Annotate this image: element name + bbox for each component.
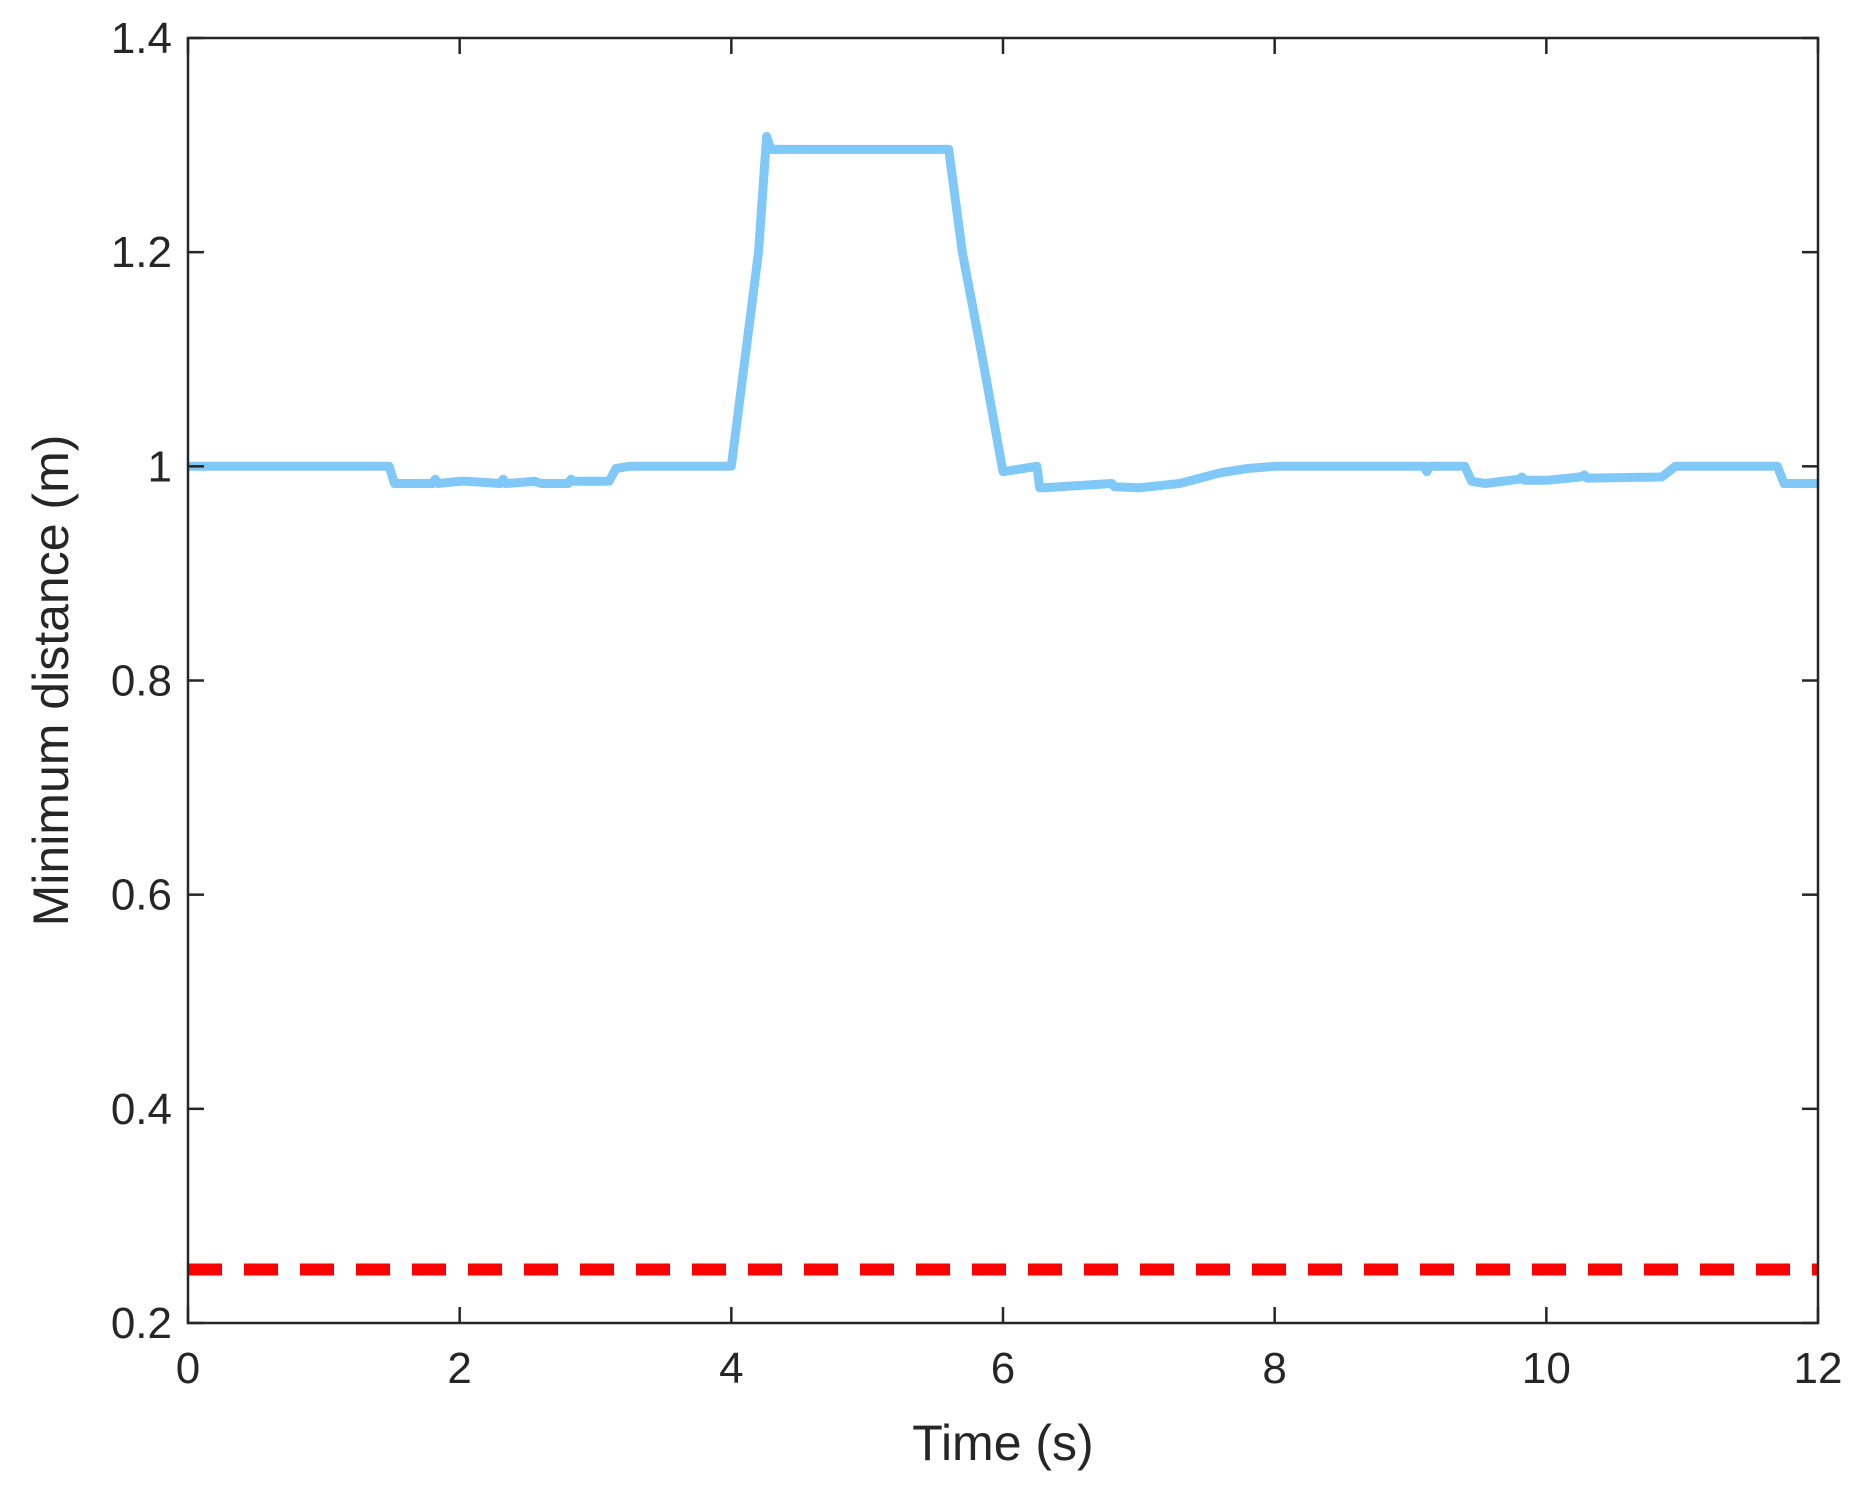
x-tick-label: 2 — [447, 1344, 471, 1393]
labels-layer: Time (s) Minimum distance (m) — [23, 435, 1094, 1471]
y-tick-label: 0.2 — [111, 1299, 172, 1348]
x-tick-label: 4 — [719, 1344, 743, 1393]
x-axis-label: Time (s) — [912, 1415, 1093, 1471]
plot-area — [188, 38, 1818, 1323]
y-tick-label: 1 — [148, 442, 172, 491]
x-tick-label: 12 — [1794, 1344, 1843, 1393]
x-tick-label: 6 — [991, 1344, 1015, 1393]
y-tick-label: 0.6 — [111, 871, 172, 920]
series-layer — [188, 132, 1818, 1276]
x-tick-label: 10 — [1522, 1344, 1571, 1393]
y-tick-label: 0.4 — [111, 1085, 172, 1134]
distance-series-line — [188, 132, 1818, 493]
axes-layer: 0 2 4 6 8 10 12 0.2 0.4 0.6 0.8 1 1.2 1.4 — [111, 14, 1843, 1393]
x-tick-label: 0 — [176, 1344, 200, 1393]
y-tick-label: 1.2 — [111, 228, 172, 277]
y-tick-label: 1.4 — [111, 14, 172, 63]
x-tick-label: 8 — [1262, 1344, 1286, 1393]
y-tick-label: 0.8 — [111, 657, 172, 706]
y-axis-label: Minimum distance (m) — [23, 435, 79, 927]
